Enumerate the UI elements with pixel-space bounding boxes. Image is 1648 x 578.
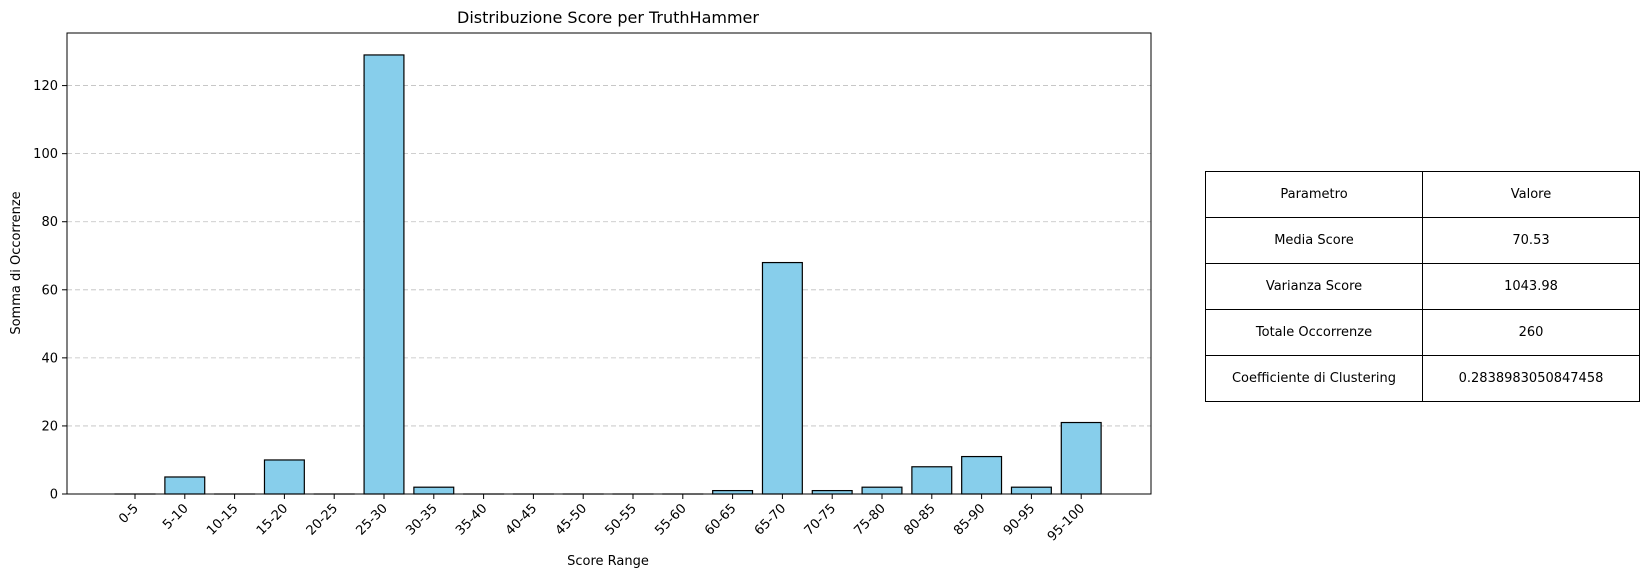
x-tick-label: 55-60 [652, 501, 689, 538]
bar-95-100 [1060, 421, 1102, 495]
bar-65-70 [761, 261, 803, 495]
x-axis-label: Score Range [567, 554, 649, 569]
table-cell-parameter: Coefficiente di Clustering [1205, 355, 1423, 402]
x-tick-label: 50-55 [603, 501, 640, 538]
bar-80-85 [911, 466, 953, 495]
table-cell-parameter: Media Score [1205, 217, 1423, 264]
x-tick-label: 70-75 [802, 501, 839, 538]
table-cell-parameter: Totale Occorrenze [1205, 309, 1423, 356]
bar-85-90 [961, 455, 1003, 495]
y-tick-label: 0 [50, 488, 58, 503]
table-header-row: Parametro Valore [1205, 171, 1640, 218]
x-tick-label: 10-15 [204, 501, 241, 538]
stats-table: Parametro Valore Media Score 70.53 Varia… [1205, 171, 1640, 402]
chart-title: Distribuzione Score per TruthHammer [457, 8, 759, 27]
x-tick-label: 30-35 [403, 501, 440, 538]
bar-25-30 [363, 54, 405, 495]
x-tick-label: 90-95 [1001, 501, 1038, 538]
x-tick-label: 65-70 [752, 501, 789, 538]
table-header-cell: Valore [1422, 171, 1640, 218]
y-tick-label: 20 [41, 419, 58, 434]
x-tick-label: 45-50 [553, 501, 590, 538]
table-cell-value: 260 [1422, 309, 1640, 356]
x-tick-label: 40-45 [503, 501, 540, 538]
bar-5-10 [164, 476, 206, 495]
table-cell-value: 70.53 [1422, 217, 1640, 264]
bar-90-95 [1010, 486, 1052, 495]
plot-frame [66, 32, 1152, 495]
x-tick-label: 75-80 [852, 501, 889, 538]
y-tick-label: 80 [41, 215, 58, 230]
y-tick-label: 100 [33, 147, 58, 162]
x-tick-label: 20-25 [304, 501, 341, 538]
y-axis-label: Somma di Occorrenze [9, 191, 24, 334]
bar-60-65 [712, 489, 754, 495]
table-header-cell: Parametro [1205, 171, 1423, 218]
y-tick-label: 120 [33, 79, 58, 94]
table-cell-value: 0.2838983050847458 [1422, 355, 1640, 402]
table-row: Media Score 70.53 [1205, 217, 1640, 264]
x-tick-label: 0-5 [116, 501, 142, 527]
y-tick-label: 60 [41, 283, 58, 298]
table-row: Totale Occorrenze 260 [1205, 309, 1640, 356]
bar-75-80 [861, 486, 903, 495]
bar-70-75 [811, 489, 853, 495]
table-row: Coefficiente di Clustering 0.28389830508… [1205, 355, 1640, 402]
x-tick-label: 60-65 [702, 501, 739, 538]
x-axis-ticks: 0-5 5-10 10-15 15-20 20-25 25-30 30-35 35-40 40-… [116, 494, 1088, 544]
table-row: Varianza Score 1043.98 [1205, 263, 1640, 310]
x-tick-label: 95-100 [1045, 501, 1088, 544]
y-axis-ticks: 0 20 40 60 80 100 120 [33, 79, 67, 503]
x-tick-label: 5-10 [160, 501, 191, 532]
y-tick-label: 40 [41, 351, 58, 366]
grid-lines [67, 85, 1151, 495]
bars [114, 54, 1102, 495]
bar-15-20 [263, 459, 305, 495]
x-tick-label: 35-40 [453, 501, 490, 538]
bar-30-35 [413, 486, 455, 495]
x-tick-label: 15-20 [254, 501, 291, 538]
x-tick-label: 80-85 [901, 501, 938, 538]
x-tick-label: 25-30 [354, 501, 391, 538]
table-cell-parameter: Varianza Score [1205, 263, 1423, 310]
x-tick-label: 85-90 [951, 501, 988, 538]
table-cell-value: 1043.98 [1422, 263, 1640, 310]
